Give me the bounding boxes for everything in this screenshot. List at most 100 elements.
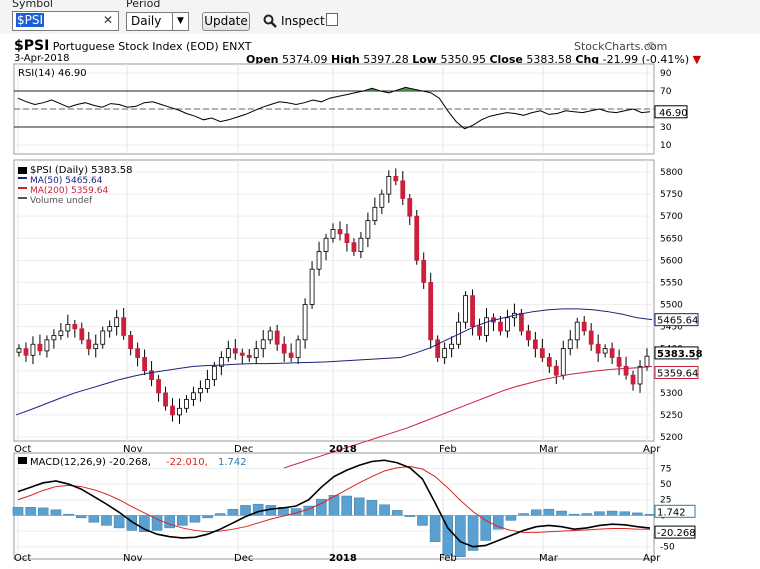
price-candle-down — [616, 357, 622, 367]
price-current-box — [654, 346, 699, 360]
symbol-input-value: $PSI — [16, 13, 45, 27]
price-candle-down — [72, 323, 78, 330]
macd-histogram-bar — [556, 510, 567, 516]
macd-legend-entry: -22.010, — [166, 457, 208, 468]
price-current-label: 5359.64 — [657, 368, 698, 379]
brand-label: StockCharts.com — [574, 40, 668, 53]
price-x-tick-label: Oct — [14, 444, 31, 455]
close-label: Close — [489, 53, 523, 66]
price-candle-down — [519, 312, 524, 332]
price-candle-down — [400, 180, 406, 199]
macd-histogram-bar — [12, 507, 24, 516]
price-candle-up — [602, 348, 608, 354]
price-candle-up — [309, 268, 315, 305]
chart-exchange: ENXT — [222, 40, 252, 53]
price-tick-label: 5300 — [660, 389, 683, 399]
price-candle-up — [253, 348, 259, 358]
macd-histogram-bar — [177, 515, 188, 526]
price-candle-down — [407, 198, 413, 217]
macd-current-label: 1.742 — [657, 507, 686, 518]
price-candle-down — [553, 365, 559, 376]
macd-histogram-bar — [75, 515, 87, 519]
macd-histogram-bar — [455, 515, 466, 557]
rsi-tick-label: 30 — [660, 123, 672, 133]
macd-tick-label: 75 — [660, 464, 671, 474]
macd-histogram-bar — [594, 511, 605, 516]
price-candle-down — [156, 379, 161, 394]
period-label: Period — [126, 0, 161, 10]
price-candle-up — [218, 357, 224, 367]
price-candle-up — [184, 399, 189, 409]
price-candle-up — [449, 343, 455, 350]
macd-histogram-bar — [189, 515, 201, 523]
symbol-label: Symbol — [12, 0, 53, 10]
price-x-tick-label: 2018 — [329, 444, 357, 455]
price-candle-up — [191, 392, 196, 400]
chevron-down-icon: ▼ — [172, 13, 188, 30]
macd-histogram-bar — [38, 507, 49, 516]
price-tick-label: 5250 — [660, 411, 683, 421]
price-candle-up — [30, 343, 36, 356]
macd-x-tick-label: 2018 — [329, 553, 357, 564]
rsi-current-label: 46.90 — [659, 108, 688, 119]
macd-tick-label: 25 — [660, 496, 671, 506]
price-candle-up — [44, 339, 50, 352]
price-candle-down — [539, 348, 545, 358]
price-candle-down — [623, 365, 629, 376]
price-legend-entry: $PSI (Daily) 5383.58 — [30, 165, 133, 176]
high-value: 5397.28 — [363, 53, 409, 66]
down-arrow-icon: ▼ — [692, 53, 702, 66]
macd-current-box — [654, 525, 696, 539]
price-candle-down — [421, 259, 427, 283]
rsi-tick-label: 70 — [660, 87, 672, 97]
price-candle-down — [281, 343, 287, 354]
macd-histogram-bar — [101, 515, 112, 526]
macd-tick-label: -50 — [660, 543, 675, 553]
price-candle-up — [574, 321, 580, 341]
rsi-current-box — [654, 105, 688, 119]
price-candle-up — [51, 335, 57, 341]
price-x-tick-label: Dec — [234, 444, 253, 455]
macd-x-tick-label: Mar — [539, 553, 559, 564]
price-candle-down — [470, 295, 475, 327]
price-candle-down — [232, 348, 238, 354]
price-candle-up — [637, 365, 643, 385]
price-tick-label: 5650 — [660, 234, 683, 244]
ohlc-readout: Open 5374.09 High 5397.28 Low 5350.95 Cl… — [246, 53, 701, 66]
price-candle-down — [477, 326, 482, 336]
macd-histogram-bar — [632, 512, 643, 516]
macd-histogram-bar — [530, 509, 542, 516]
price-candle-down — [435, 339, 441, 358]
macd-histogram-bar — [113, 515, 125, 529]
inspect-checkbox[interactable] — [326, 13, 338, 26]
rsi-overbought-fill — [355, 88, 389, 91]
price-candle-up — [560, 348, 566, 376]
symbol-input[interactable]: $PSI ✕ — [12, 11, 119, 31]
price-candle-down — [121, 317, 127, 336]
price-tick-label: 5550 — [660, 278, 683, 288]
macd-x-tick-label: Dec — [234, 553, 253, 564]
price-candle-up — [365, 220, 371, 239]
price-candle-down — [246, 354, 252, 358]
period-select[interactable]: Daily ▼ — [126, 12, 189, 31]
price-candle-down — [595, 343, 601, 354]
price-candle-up — [225, 348, 231, 358]
price-x-tick-label: Feb — [439, 444, 457, 455]
price-candle-down — [337, 229, 343, 235]
price-candle-down — [86, 339, 92, 350]
price-candle-down — [532, 339, 538, 350]
macd-histogram-bar — [505, 515, 517, 521]
clear-icon[interactable]: ✕ — [102, 13, 113, 27]
price-candle-down — [498, 321, 503, 332]
price-candle-down — [239, 352, 245, 356]
macd-histogram-bar — [619, 511, 630, 516]
macd-legend-entry: MACD(12,26,9) -20.268, — [30, 457, 151, 468]
price-candle-down — [288, 352, 294, 358]
price-candle-down — [609, 348, 615, 358]
price-candle-down — [428, 282, 434, 341]
update-button[interactable]: Update — [202, 12, 250, 31]
price-candle-down — [170, 405, 175, 416]
price-candle-up — [58, 330, 64, 336]
price-tick-label: 5500 — [660, 301, 683, 311]
price-candle-up — [386, 176, 392, 195]
